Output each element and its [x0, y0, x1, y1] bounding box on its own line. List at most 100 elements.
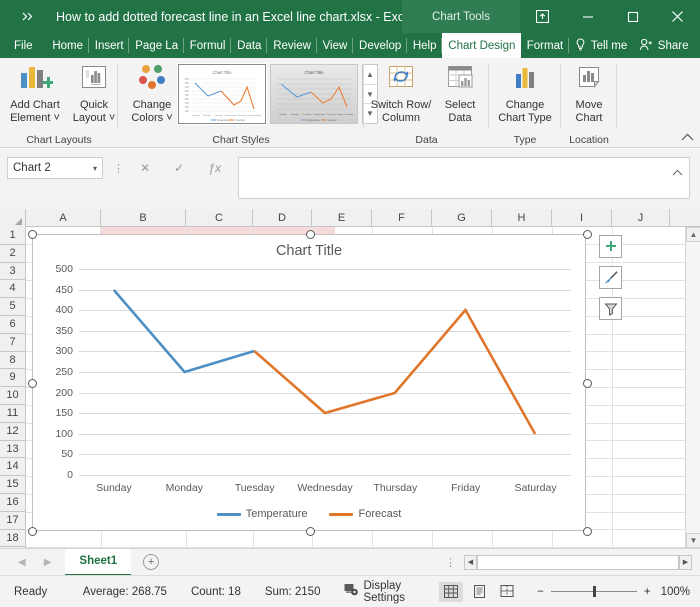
- status-average[interactable]: Average: 268.75: [82, 585, 167, 598]
- zoom-out-button[interactable]: −: [537, 585, 544, 598]
- resize-handle-top-right[interactable]: [583, 230, 592, 239]
- resize-handle-bottom-left[interactable]: [28, 527, 37, 536]
- tab-formulas[interactable]: Formul: [184, 33, 232, 58]
- resize-handle-top-left[interactable]: [28, 230, 37, 239]
- row-header-7[interactable]: 7: [0, 334, 25, 352]
- resize-handle-bottom-center[interactable]: [306, 527, 315, 536]
- ribbon-display-options-icon[interactable]: [520, 0, 565, 33]
- column-header-c[interactable]: C: [186, 209, 253, 227]
- row-header-6[interactable]: 6: [0, 316, 25, 334]
- select-data-button[interactable]: Select Data: [436, 62, 484, 125]
- add-chart-element-button[interactable]: Add Chart Element ˅: [2, 62, 68, 125]
- vertical-scrollbar[interactable]: ▲ ▼: [685, 227, 700, 548]
- legend-item-temperature[interactable]: Temperature: [216, 508, 307, 520]
- column-header-g[interactable]: G: [432, 209, 492, 227]
- chart-elements-button[interactable]: [599, 235, 622, 258]
- switch-row-column-button[interactable]: Switch Row/ Column: [368, 62, 434, 125]
- zoom-level-label[interactable]: 100%: [660, 585, 690, 598]
- status-sum[interactable]: Sum: 2150: [264, 585, 321, 598]
- quick-access-toolbar-icon[interactable]: [0, 12, 56, 21]
- gallery-scroll-up-icon[interactable]: ▲: [363, 65, 377, 85]
- horizontal-scrollbar[interactable]: ◀ ▶: [464, 554, 692, 570]
- chart-styles-scrollbar[interactable]: ▲ ▼ ▼: [362, 64, 378, 124]
- scroll-down-button[interactable]: ▼: [686, 533, 700, 548]
- expand-formula-bar-icon[interactable]: [672, 168, 683, 179]
- select-all-corner[interactable]: [0, 209, 26, 227]
- display-settings-button[interactable]: Display Settings: [344, 580, 417, 604]
- column-header-e[interactable]: E: [312, 209, 372, 227]
- resize-handle-middle-right[interactable]: [583, 379, 592, 388]
- row-header-12[interactable]: 12: [0, 423, 25, 441]
- column-header-a[interactable]: A: [26, 209, 101, 227]
- column-header-i[interactable]: I: [552, 209, 612, 227]
- formula-input[interactable]: [238, 157, 690, 199]
- gallery-more-icon[interactable]: ▼: [366, 109, 374, 119]
- move-chart-button[interactable]: Move Chart: [563, 62, 615, 125]
- sheet-prev-button[interactable]: ◀: [18, 556, 26, 568]
- resize-handle-top-center[interactable]: [306, 230, 315, 239]
- insert-function-icon[interactable]: ƒx: [208, 161, 221, 175]
- quick-layout-button[interactable]: Quick Layout ˅: [70, 62, 118, 125]
- column-header-b[interactable]: B: [101, 209, 186, 227]
- tab-page-layout[interactable]: Page La: [129, 33, 184, 58]
- maximize-icon[interactable]: [610, 0, 655, 33]
- add-sheet-button[interactable]: +: [143, 554, 160, 570]
- hscroll-right-button[interactable]: ▶: [679, 554, 692, 570]
- tab-insert[interactable]: Insert: [89, 33, 130, 58]
- sheet-next-button[interactable]: ▶: [43, 556, 52, 568]
- hscroll-left-button[interactable]: ◀: [464, 554, 477, 570]
- page-break-preview-button[interactable]: [495, 582, 519, 602]
- row-header-18[interactable]: 18: [0, 530, 25, 548]
- sheet-bar-handle[interactable]: ⋮: [445, 556, 456, 569]
- normal-view-button[interactable]: [439, 581, 464, 602]
- chart-legend[interactable]: Temperature Forecast: [33, 508, 585, 520]
- tab-chart-design[interactable]: Chart Design: [442, 33, 521, 58]
- chart-title[interactable]: Chart Title: [275, 243, 343, 259]
- zoom-slider-thumb[interactable]: [592, 586, 596, 597]
- chevron-down-icon[interactable]: ▾: [92, 163, 97, 173]
- minimize-icon[interactable]: [565, 0, 610, 33]
- share-button[interactable]: Share: [633, 33, 700, 58]
- chart-style-thumb-1[interactable]: Chart Title 500 450 400 350 300 250 200 150 …: [177, 63, 267, 125]
- scroll-up-button[interactable]: ▲: [686, 227, 700, 242]
- close-icon[interactable]: [655, 0, 700, 33]
- hscroll-track[interactable]: [477, 554, 679, 570]
- enter-formula-icon[interactable]: ✓: [174, 161, 185, 175]
- row-header-14[interactable]: 14: [0, 458, 25, 477]
- tab-view[interactable]: View: [317, 33, 354, 58]
- row-header-5[interactable]: 5: [0, 298, 25, 316]
- row-header-4[interactable]: 4: [0, 280, 25, 299]
- zoom-in-button[interactable]: +: [643, 585, 651, 598]
- change-chart-type-button[interactable]: Change Chart Type: [491, 62, 559, 125]
- row-header-16[interactable]: 16: [0, 494, 25, 512]
- tab-data[interactable]: Data: [231, 33, 268, 58]
- chart-styles-button[interactable]: [599, 266, 622, 289]
- cancel-formula-icon[interactable]: ✕: [140, 161, 151, 175]
- tab-developer[interactable]: Develop: [353, 33, 407, 58]
- tab-format[interactable]: Format: [521, 33, 569, 58]
- chart-styles-gallery[interactable]: Chart Title 500 450 400 350 300 250 200 150 …: [177, 63, 358, 125]
- row-header-10[interactable]: 10: [0, 387, 25, 405]
- row-header-15[interactable]: 15: [0, 476, 25, 494]
- tab-help[interactable]: Help: [407, 33, 443, 58]
- change-colors-button[interactable]: Change Colors ˅: [124, 62, 180, 125]
- tab-home[interactable]: Home: [46, 33, 89, 58]
- row-header-8[interactable]: 8: [0, 352, 25, 370]
- resize-handle-middle-left[interactable]: [28, 379, 37, 388]
- column-header-j[interactable]: J: [612, 209, 670, 227]
- gallery-scroll-down-icon[interactable]: ▼: [363, 85, 377, 105]
- row-header-3[interactable]: 3: [0, 263, 25, 281]
- collapse-ribbon-chevron-icon[interactable]: [681, 132, 694, 144]
- tab-review[interactable]: Review: [267, 33, 317, 58]
- column-header-h[interactable]: H: [492, 209, 552, 227]
- row-header-1[interactable]: 1: [0, 227, 25, 245]
- legend-item-forecast[interactable]: Forecast: [329, 508, 401, 520]
- row-header-13[interactable]: 13: [0, 441, 25, 459]
- chart-filters-button[interactable]: [599, 297, 622, 320]
- tab-file[interactable]: File: [14, 39, 33, 52]
- zoom-control[interactable]: − +: [537, 586, 650, 598]
- row-header-9[interactable]: 9: [0, 369, 25, 388]
- row-header-2[interactable]: 2: [0, 245, 25, 263]
- column-header-f[interactable]: F: [372, 209, 432, 227]
- chart-object[interactable]: Chart Title 500 450 400 350 300 250 200 …: [28, 230, 592, 536]
